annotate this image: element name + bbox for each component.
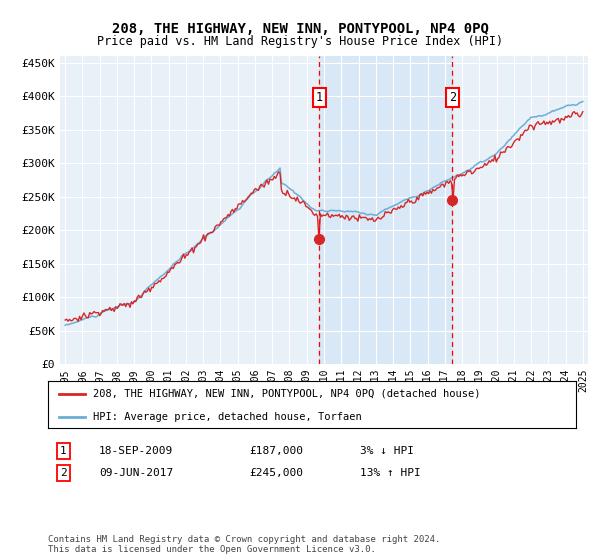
Text: 3% ↓ HPI: 3% ↓ HPI xyxy=(360,446,414,456)
Text: 13% ↑ HPI: 13% ↑ HPI xyxy=(360,468,421,478)
Text: 09-JUN-2017: 09-JUN-2017 xyxy=(99,468,173,478)
Text: 2: 2 xyxy=(60,468,67,478)
Text: 1: 1 xyxy=(60,446,67,456)
Text: 208, THE HIGHWAY, NEW INN, PONTYPOOL, NP4 0PQ (detached house): 208, THE HIGHWAY, NEW INN, PONTYPOOL, NP… xyxy=(93,389,481,399)
Text: £245,000: £245,000 xyxy=(249,468,303,478)
Bar xyxy=(319,56,452,364)
Text: £187,000: £187,000 xyxy=(249,446,303,456)
Text: 1: 1 xyxy=(316,91,323,104)
Text: Price paid vs. HM Land Registry's House Price Index (HPI): Price paid vs. HM Land Registry's House … xyxy=(97,35,503,48)
Text: HPI: Average price, detached house, Torfaen: HPI: Average price, detached house, Torf… xyxy=(93,412,362,422)
Text: 208, THE HIGHWAY, NEW INN, PONTYPOOL, NP4 0PQ: 208, THE HIGHWAY, NEW INN, PONTYPOOL, NP… xyxy=(112,22,488,36)
Text: 2: 2 xyxy=(449,91,456,104)
Text: Contains HM Land Registry data © Crown copyright and database right 2024.
This d: Contains HM Land Registry data © Crown c… xyxy=(48,535,440,554)
Text: 18-SEP-2009: 18-SEP-2009 xyxy=(99,446,173,456)
